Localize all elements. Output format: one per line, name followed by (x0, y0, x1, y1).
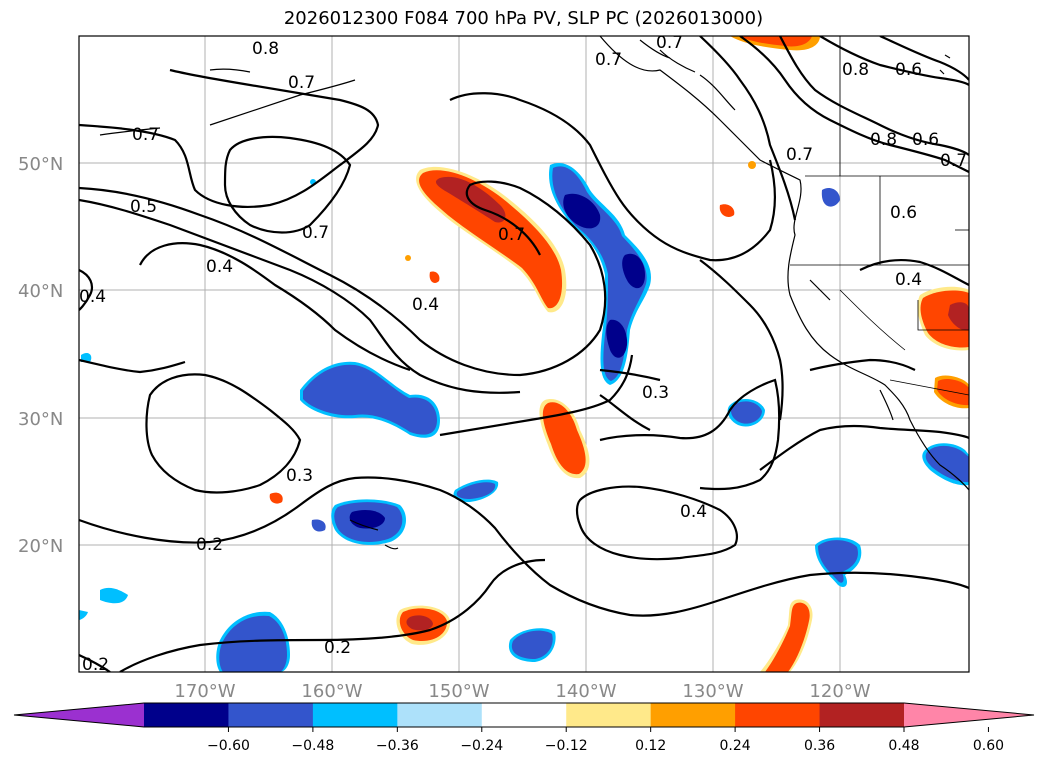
lon-label: 170°W (174, 681, 235, 702)
colorbar-tick-label: −0.36 (376, 738, 419, 754)
longitude-labels: 170°W 160°W 150°W 140°W 130°W 120°W (174, 681, 870, 702)
lon-label: 140°W (555, 681, 616, 702)
lat-label: 30°N (18, 409, 63, 430)
colorbar-cell (312, 703, 398, 727)
contour-label: 0.7 (656, 33, 683, 53)
pv-positive-anomalies (269, 36, 969, 672)
colorbar-tick-label: 0.36 (804, 738, 835, 754)
contour-label: 0.8 (842, 60, 869, 80)
colorbar-tick-label: 0.48 (888, 738, 919, 754)
colorbar-cell (650, 703, 736, 727)
contour-label: 0.4 (412, 295, 439, 315)
contour-label: 0.7 (786, 145, 813, 165)
coastlines (99, 36, 969, 550)
map-area (79, 36, 969, 672)
colorbar-cell (144, 703, 229, 727)
lat-label: 40°N (18, 281, 63, 302)
latitude-labels: 50°N 40°N 30°N 20°N (18, 154, 63, 557)
slp-contours (79, 36, 969, 672)
contour-labels: 0.8 0.7 0.7 0.7 0.7 0.8 0.6 0.8 0.6 0.7 … (79, 33, 967, 675)
contour-label: 0.8 (252, 39, 279, 59)
contour-label: 0.4 (895, 270, 922, 290)
contour-label: 0.8 (870, 130, 897, 150)
colorbar-tick-label: 0.24 (720, 738, 751, 754)
map-title: 2026012300 F084 700 hPa PV, SLP PC (2026… (283, 8, 764, 29)
contour-label: 0.7 (498, 225, 525, 245)
contour-label: 0.7 (288, 73, 315, 93)
lon-label: 160°W (301, 681, 362, 702)
colorbar-cell (228, 703, 314, 727)
contour-label: 0.2 (82, 655, 109, 675)
contour-label: 0.7 (940, 151, 967, 171)
pv-negative-anomalies (79, 162, 969, 672)
lat-label: 20°N (18, 536, 63, 557)
colorbar-tick-label: 0.60 (973, 738, 1004, 754)
colorbar: −0.60 −0.48 −0.36 −0.24 −0.12 0.12 0.24 0.36 0.4… (13, 702, 1035, 754)
colorbar-cell (397, 703, 483, 727)
contour-label: 0.6 (890, 203, 917, 223)
colorbar-tick-label: −0.60 (207, 738, 250, 754)
contour-label: 0.7 (595, 50, 622, 70)
lon-label: 150°W (428, 681, 489, 702)
contour-label: 0.4 (206, 257, 233, 277)
lon-label: 130°W (682, 681, 743, 702)
contour-label: 0.3 (642, 383, 669, 403)
colorbar-tick-label: −0.48 (291, 738, 334, 754)
colorbar-cell (481, 703, 567, 727)
colorbar-cell (819, 703, 905, 727)
colorbar-tick-label: −0.24 (460, 738, 503, 754)
lon-label: 120°W (809, 681, 870, 702)
lat-label: 50°N (18, 154, 63, 175)
contour-label: 0.3 (286, 466, 313, 486)
contour-label: 0.6 (895, 60, 922, 80)
colorbar-cell (566, 703, 652, 727)
contour-label: 0.6 (912, 130, 939, 150)
borders (790, 36, 969, 396)
contour-label: 0.2 (196, 535, 223, 555)
colorbar-tick-label: 0.12 (635, 738, 666, 754)
map-border (78, 35, 970, 673)
colorbar-cell (735, 703, 821, 727)
contour-label: 0.7 (302, 223, 329, 243)
colorbar-extend-low (14, 703, 144, 727)
contour-label: 0.5 (130, 197, 157, 217)
contour-label: 0.4 (79, 287, 106, 307)
contour-label: 0.2 (324, 638, 351, 658)
colorbar-tick-label: −0.12 (545, 738, 588, 754)
contour-label: 0.7 (132, 125, 159, 145)
contour-label: 0.4 (680, 502, 707, 522)
colorbar-extend-high (904, 703, 1034, 727)
